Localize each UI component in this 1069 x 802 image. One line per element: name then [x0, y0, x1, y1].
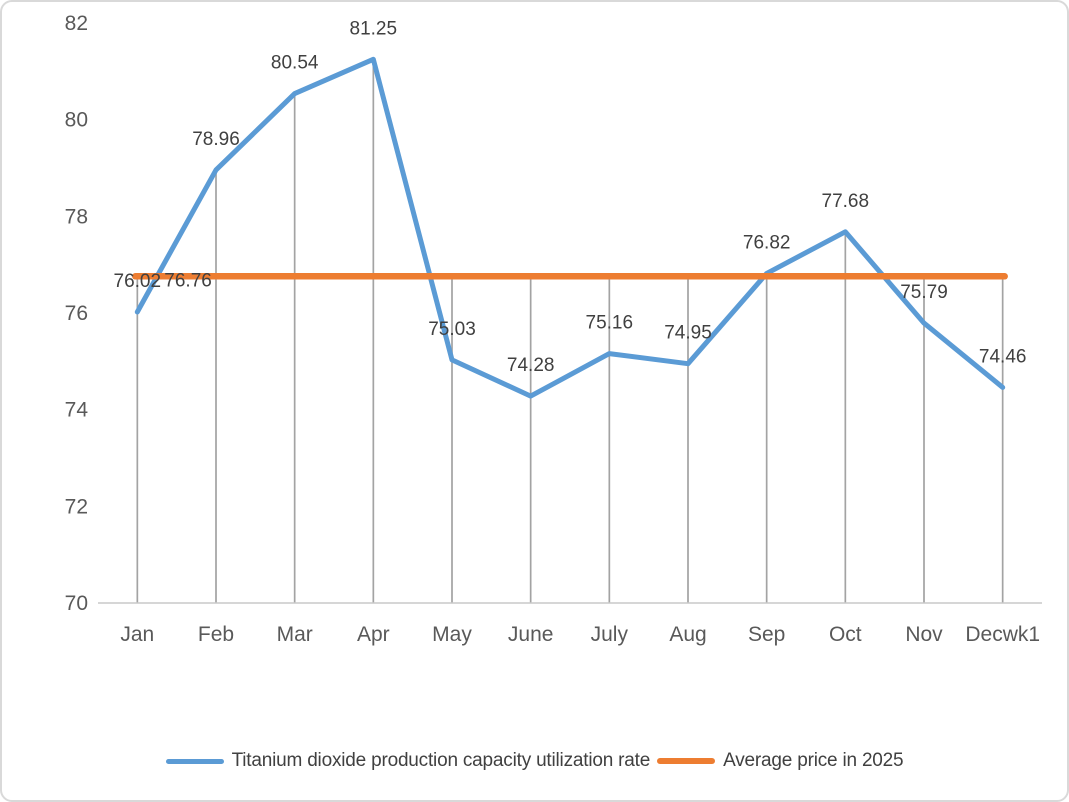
chart-legend: Titanium dioxide production capacity uti…	[2, 750, 1067, 772]
data-label-Decwk1: 74.46	[979, 346, 1027, 367]
data-label-June: 74.28	[507, 355, 555, 376]
x-axis-tick-label-June: June	[508, 623, 554, 646]
x-axis-tick-label-Apr: Apr	[357, 623, 390, 646]
x-axis-tick-label-May: May	[432, 623, 472, 646]
legend-item-utilization-rate[interactable]: Titanium dioxide production capacity uti…	[165, 750, 651, 772]
legend-label-utilization-rate: Titanium dioxide production capacity uti…	[231, 750, 651, 771]
data-label-Nov: 75.79	[900, 282, 948, 303]
x-axis-tick-label-Mar: Mar	[277, 623, 313, 646]
data-label-Jan: 76.02	[114, 271, 162, 292]
data-label-July: 75.16	[586, 313, 634, 334]
y-axis-tick-label-74: 74	[65, 399, 89, 422]
x-axis-tick-label-Oct: Oct	[829, 623, 862, 646]
x-axis-tick-label-Feb: Feb	[198, 623, 234, 646]
data-label-Aug: 74.95	[664, 323, 712, 344]
legend-line-orange-icon	[657, 758, 716, 764]
data-label-Mar: 80.54	[271, 53, 319, 74]
x-axis-tick-label-July: July	[591, 623, 629, 646]
data-label-Sep: 76.82	[743, 232, 791, 253]
legend-item-average-price[interactable]: Average price in 2025	[657, 750, 904, 772]
x-axis-tick-label-Aug: Aug	[669, 623, 706, 646]
data-label-average: 76.76	[164, 270, 212, 291]
chart-plot-area: 82 80 78 76 74 72 70 Jan Feb Mar Apr May June July Aug…	[2, 2, 1067, 747]
legend-label-average-price: Average price in 2025	[723, 750, 904, 771]
data-label-May: 75.03	[428, 319, 476, 340]
line-chart: 82 80 78 76 74 72 70 Jan Feb Mar Apr May June July Aug…	[65, 12, 1042, 646]
data-label-Feb: 78.96	[192, 129, 240, 150]
data-label-Apr: 81.25	[350, 18, 398, 39]
y-axis-tick-label-82: 82	[65, 12, 88, 35]
x-axis-tick-label-Nov: Nov	[905, 623, 943, 646]
y-axis-tick-label-76: 76	[65, 302, 88, 325]
x-axis-tick-label-Decwk1: Decwk1	[965, 623, 1040, 646]
y-axis-tick-label-80: 80	[65, 109, 88, 132]
data-label-Oct: 77.68	[822, 191, 870, 212]
x-axis-tick-label-Jan: Jan	[120, 623, 154, 646]
x-axis-tick-label-Sep: Sep	[748, 623, 785, 646]
y-axis-tick-label-70: 70	[65, 592, 88, 615]
y-axis-tick-label-72: 72	[65, 495, 88, 518]
series-line-utilization-rate	[134, 56, 1006, 399]
y-axis-tick-label-78: 78	[65, 205, 88, 228]
legend-line-blue-icon	[165, 758, 224, 764]
